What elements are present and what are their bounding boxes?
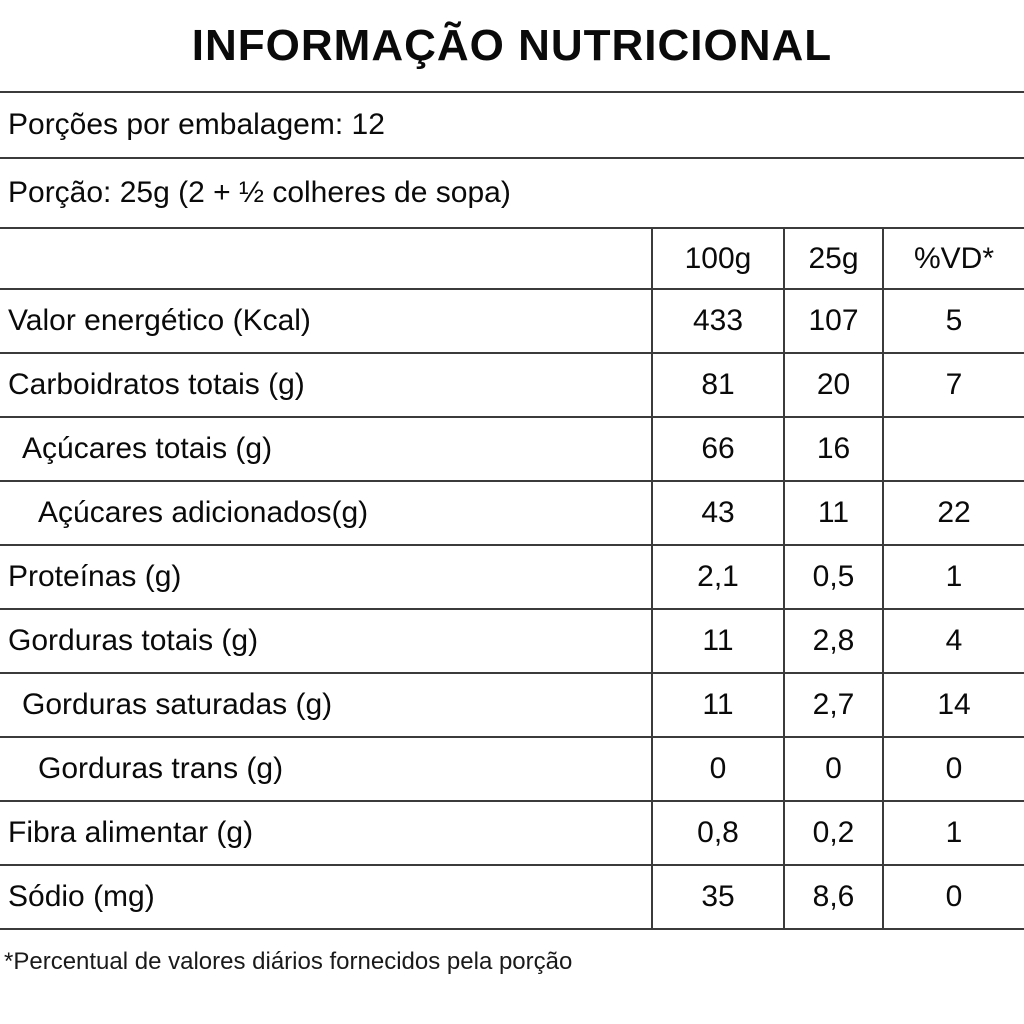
value-25g: 0	[783, 738, 882, 800]
table-row: Açúcares totais (g) 66 16	[0, 418, 1024, 482]
nutrient-label: Carboidratos totais (g)	[8, 368, 305, 401]
value-vd: 7	[882, 354, 1024, 416]
header-25g-column: 25g	[783, 229, 882, 288]
value-vd: 22	[882, 482, 1024, 544]
value-25g: 8,6	[783, 866, 882, 928]
value-100g: 43	[651, 482, 783, 544]
value-vd: 4	[882, 610, 1024, 672]
header-100g-column: 100g	[651, 229, 783, 288]
table-row: Gorduras saturadas (g) 11 2,7 14	[0, 674, 1024, 738]
nutrient-label: Gorduras totais (g)	[8, 624, 259, 657]
value-vd: 14	[882, 674, 1024, 736]
table-row: Proteínas (g) 2,1 0,5 1	[0, 546, 1024, 610]
value-vd: 5	[882, 290, 1024, 352]
value-100g: 66	[651, 418, 783, 480]
nutrient-label: Açúcares totais (g)	[22, 432, 273, 465]
value-100g: 0	[651, 738, 783, 800]
table-row: Gorduras totais (g) 11 2,8 4	[0, 610, 1024, 674]
value-100g: 11	[651, 610, 783, 672]
nutrient-label: Gorduras trans (g)	[38, 752, 284, 785]
value-25g: 2,8	[783, 610, 882, 672]
table-row: Sódio (mg) 35 8,6 0	[0, 866, 1024, 930]
value-100g: 81	[651, 354, 783, 416]
value-vd	[882, 418, 1024, 480]
nutrient-label: Fibra alimentar (g)	[8, 816, 254, 849]
value-25g: 0,5	[783, 546, 882, 608]
title-block: INFORMAÇÃO NUTRICIONAL	[0, 0, 1024, 91]
value-vd: 1	[882, 546, 1024, 608]
nutrient-label: Gorduras saturadas (g)	[22, 688, 333, 721]
value-vd: 1	[882, 802, 1024, 864]
value-25g: 11	[783, 482, 882, 544]
value-vd: 0	[882, 866, 1024, 928]
table-body: Valor energético (Kcal) 433 107 5 Carboi…	[0, 290, 1024, 930]
value-25g: 16	[783, 418, 882, 480]
nutrient-label: Sódio (mg)	[8, 880, 155, 913]
value-100g: 2,1	[651, 546, 783, 608]
servings-per-package-line: Porções por embalagem: 12	[0, 91, 1024, 157]
value-100g: 433	[651, 290, 783, 352]
value-25g: 2,7	[783, 674, 882, 736]
value-25g: 20	[783, 354, 882, 416]
table-row: Valor energético (Kcal) 433 107 5	[0, 290, 1024, 354]
nutrient-label: Açúcares adicionados(g)	[38, 496, 369, 529]
portion-size-text: Porção: 25g (2 + ½ colheres de sopa)	[8, 176, 511, 209]
value-100g: 11	[651, 674, 783, 736]
page-title: INFORMAÇÃO NUTRICIONAL	[191, 20, 833, 70]
table-header-row: 100g 25g %VD*	[0, 229, 1024, 290]
table-row: Açúcares adicionados(g) 43 11 22	[0, 482, 1024, 546]
nutrient-label: Valor energético (Kcal)	[8, 304, 311, 337]
portion-size-line: Porção: 25g (2 + ½ colheres de sopa)	[0, 157, 1024, 227]
nutrition-table: 100g 25g %VD* Valor energético (Kcal) 43…	[0, 227, 1024, 930]
value-100g: 0,8	[651, 802, 783, 864]
value-100g: 35	[651, 866, 783, 928]
footnote: *Percentual de valores diários fornecido…	[4, 948, 573, 975]
table-row: Carboidratos totais (g) 81 20 7	[0, 354, 1024, 418]
nutrient-label: Proteínas (g)	[8, 560, 182, 593]
value-25g: 107	[783, 290, 882, 352]
table-row: Fibra alimentar (g) 0,8 0,2 1	[0, 802, 1024, 866]
header-nutrient-column	[0, 229, 651, 288]
header-vd-column: %VD*	[882, 229, 1024, 288]
value-vd: 0	[882, 738, 1024, 800]
value-25g: 0,2	[783, 802, 882, 864]
table-row: Gorduras trans (g) 0 0 0	[0, 738, 1024, 802]
servings-per-package-text: Porções por embalagem: 12	[8, 108, 385, 141]
